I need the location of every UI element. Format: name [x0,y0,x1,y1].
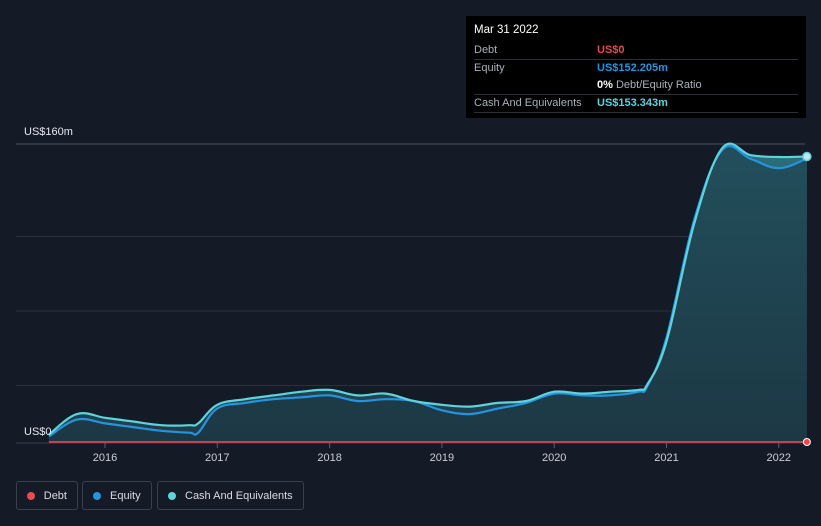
tooltip-panel: Mar 31 2022 Debt US$0 Equity US$152.205m… [466,16,806,118]
tooltip-cash-value: US$153.343m [597,97,668,109]
x-axis-ticks: 2016 2017 2018 2019 2020 2021 2022 [93,443,791,464]
x-tick-label-2020: 2020 [542,452,566,464]
tooltip-ratio: 0% Debt/Equity Ratio [597,77,702,94]
series-areas [48,143,807,443]
tooltip-cash-label: Cash And Equivalents [474,97,582,109]
cash-end-marker [802,151,812,162]
tooltip-equity-value: US$152.205m [597,62,668,74]
x-tick-label-2018: 2018 [317,452,341,464]
x-tick-label-2019: 2019 [430,452,454,464]
tooltip-row-equity: Equity US$152.205m [474,60,798,77]
tooltip-debt-value: US$0 [597,44,625,56]
tooltip-debt-label: Debt [474,44,498,56]
legend-debt-label: Debt [43,489,67,502]
tooltip-row-ratio: 0% Debt/Equity Ratio [474,77,798,95]
tooltip-ratio-value: 0% [597,79,613,91]
tooltip-ratio-label: Debt/Equity Ratio [615,79,702,91]
equity-area [48,146,807,442]
legend-item-cash[interactable]: Cash And Equivalents [157,481,304,510]
legend-cash-label: Cash And Equivalents [185,489,293,502]
tooltip-row-debt: Debt US$0 [474,42,798,60]
end-markers [802,151,812,446]
x-tick-label-2022: 2022 [767,452,791,464]
legend-item-equity[interactable]: Equity [82,481,152,510]
y-axis-zero-label: US$0 [24,426,52,438]
legend-debt-dot-icon [27,491,35,500]
debt-end-marker [802,438,811,446]
legend-cash-dot-icon [168,491,176,500]
series-lines [48,142,808,443]
legend-item-debt[interactable]: Debt [16,481,78,510]
tooltip-equity-label: Equity [474,62,505,74]
tooltip-date: Mar 31 2022 [474,24,539,36]
y-axis-top-label: US$160m [24,126,73,138]
x-tick-label-2016: 2016 [93,452,117,464]
tooltip-row-cash: Cash And Equivalents US$153.343m [474,95,798,113]
legend-equity-label: Equity [110,489,141,502]
x-tick-label-2017: 2017 [205,452,229,464]
x-tick-label-2021: 2021 [654,452,678,464]
legend-equity-dot-icon [93,491,101,500]
cash-line [48,142,807,436]
